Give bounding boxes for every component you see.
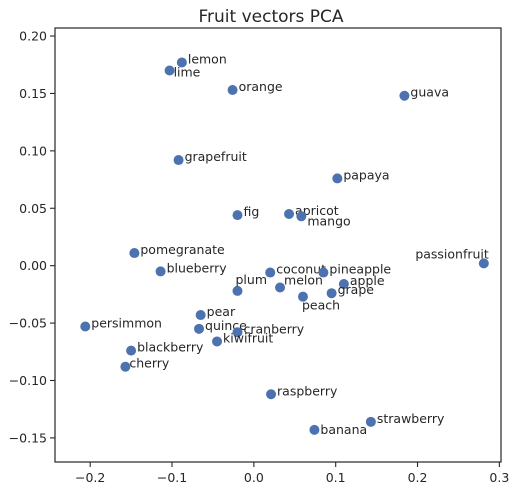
data-point-blackberry [126, 345, 137, 356]
data-point-guava [399, 90, 410, 101]
data-point-coconut [265, 267, 276, 278]
data-point-plum [232, 285, 243, 296]
point-label-pear: pear [207, 304, 236, 319]
chart-title: Fruit vectors PCA [198, 7, 343, 27]
data-point-melon [275, 282, 286, 293]
point-label-plum: plum [235, 272, 267, 287]
point-label-orange: orange [239, 79, 283, 94]
data-point-fig [232, 210, 243, 221]
data-point-blueberry [155, 266, 166, 277]
point-label-kiwifruit: kiwifruit [223, 330, 273, 345]
point-label-strawberry: strawberry [377, 411, 445, 426]
data-point-apple [338, 279, 349, 290]
data-point-lime [164, 65, 175, 76]
point-label-mango: mango [307, 213, 350, 228]
point-label-grape: grape [338, 282, 375, 297]
point-label-papaya: papaya [343, 167, 389, 182]
point-label-grapefruit: grapefruit [185, 149, 247, 164]
point-label-melon: melon [284, 272, 323, 287]
y-tick-label: −0.15 [9, 430, 47, 445]
data-point-orange [227, 85, 238, 95]
data-point-pineapple [318, 267, 329, 278]
point-label-lemon: lemon [188, 51, 227, 66]
point-label-guava: guava [410, 85, 449, 100]
point-label-passionfruit: passionfruit [415, 246, 489, 261]
data-point-cherry [120, 361, 131, 372]
point-label-coconut: coconut [276, 262, 326, 277]
y-tick-label: 0.00 [19, 258, 47, 273]
point-label-cherry: cherry [129, 356, 170, 371]
data-point-papaya [332, 173, 343, 184]
point-label-apricot: apricot [295, 203, 339, 218]
data-point-passionfruit [478, 258, 489, 269]
data-point-apricot [284, 209, 295, 219]
point-label-pomegranate: pomegranate [140, 242, 225, 257]
y-tick-label: −0.10 [9, 373, 47, 388]
data-point-strawberry [365, 416, 376, 427]
data-point-kiwifruit [212, 336, 223, 347]
point-label-raspberry: raspberry [277, 383, 338, 398]
data-point-peach [297, 291, 308, 302]
point-label-blackberry: blackberry [137, 340, 204, 355]
data-point-pear [195, 310, 206, 321]
x-tick-label: −0.2 [75, 470, 105, 485]
point-label-lime: lime [174, 64, 201, 79]
data-point-quince [194, 323, 205, 334]
x-tick-label: 0.0 [244, 470, 264, 485]
data-point-grapefruit [173, 155, 184, 166]
data-point-grape [326, 288, 337, 299]
y-tick-label: 0.15 [19, 86, 47, 101]
x-tick-label: −0.1 [157, 470, 187, 485]
plot-area-frame [54, 27, 502, 463]
x-tick-label: 0.3 [489, 470, 509, 485]
point-label-blueberry: blueberry [167, 260, 228, 275]
point-label-persimmon: persimmon [91, 316, 162, 331]
x-axis: −0.2 −0.1 0.0 0.1 0.2 0.3 [75, 462, 509, 485]
x-tick-label: 0.1 [326, 470, 346, 485]
point-label-apple: apple [350, 273, 385, 288]
data-point-raspberry [266, 389, 277, 400]
point-label-banana: banana [320, 422, 367, 437]
x-tick-label: 0.2 [408, 470, 428, 485]
point-label-fig: fig [243, 204, 259, 219]
y-tick-label: 0.05 [19, 201, 47, 216]
data-point-banana [309, 424, 320, 435]
point-label-peach: peach [302, 298, 340, 313]
y-axis: −0.15 −0.10 −0.05 0.00 0.05 0.10 0.15 0.20 [9, 29, 55, 445]
y-tick-label: 0.20 [19, 29, 47, 44]
data-point-persimmon [80, 321, 91, 332]
y-tick-label: −0.05 [9, 316, 47, 331]
y-tick-label: 0.10 [19, 143, 47, 158]
data-point-lemon [176, 57, 187, 68]
data-point-mango [296, 211, 307, 222]
data-point-pomegranate [129, 248, 140, 259]
point-label-cranberry: cranberry [243, 321, 304, 336]
data-point-cranberry [232, 327, 243, 338]
point-label-pineapple: pineapple [329, 262, 391, 277]
